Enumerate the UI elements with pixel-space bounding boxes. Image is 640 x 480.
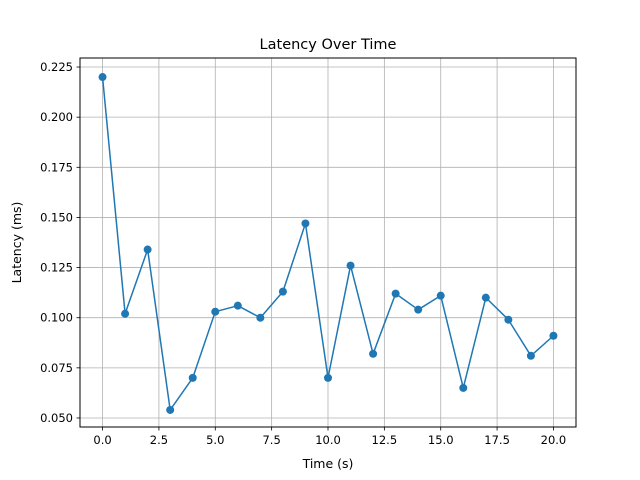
data-point xyxy=(256,313,265,322)
data-point xyxy=(526,351,535,360)
data-point xyxy=(143,245,152,254)
x-tick-label: 17.5 xyxy=(484,433,510,447)
y-tick-label: 0.175 xyxy=(40,160,73,174)
data-point xyxy=(481,293,490,302)
y-tick-label: 0.100 xyxy=(40,311,73,325)
x-tick-label: 15.0 xyxy=(428,433,454,447)
series-latency xyxy=(98,73,558,414)
data-point xyxy=(98,73,107,82)
data-point xyxy=(301,219,310,228)
x-tick-label: 2.5 xyxy=(150,433,168,447)
data-point xyxy=(324,373,332,382)
ticks: 0.0 2.5 5.0 7.5 10.0 12.5 15.0 17.5 20.0 0.050 0.0… xyxy=(40,60,566,447)
data-point xyxy=(166,405,175,414)
grid xyxy=(80,58,576,427)
plot-frame xyxy=(79,57,577,428)
chart-title: Latency Over Time xyxy=(260,37,397,53)
y-tick-label: 0.050 xyxy=(40,411,73,425)
data-point xyxy=(436,291,445,300)
data-point xyxy=(278,287,287,296)
y-tick-label: 0.200 xyxy=(40,110,73,124)
x-tick-label: 12.5 xyxy=(372,433,398,447)
x-tick-label: 10.0 xyxy=(315,433,341,447)
data-point xyxy=(369,349,378,358)
data-point xyxy=(414,305,423,314)
data-point xyxy=(346,261,355,270)
x-axis-label: Time (s) xyxy=(302,456,354,471)
data-point xyxy=(391,289,400,298)
x-tick-label: 5.0 xyxy=(206,433,224,447)
data-point xyxy=(211,307,220,316)
x-tick-label: 0.0 xyxy=(93,433,111,447)
y-tick-label: 0.125 xyxy=(40,261,73,275)
data-point xyxy=(233,301,242,310)
y-axis-label: Latency (ms) xyxy=(9,202,24,284)
data-point xyxy=(549,331,558,340)
x-tick-label: 7.5 xyxy=(262,433,280,447)
data-point xyxy=(188,373,197,382)
data-point xyxy=(504,315,513,324)
y-tick-label: 0.075 xyxy=(40,361,73,375)
x-tick-label: 20.0 xyxy=(541,433,567,447)
y-tick-label: 0.225 xyxy=(40,60,73,74)
data-point xyxy=(459,383,468,392)
data-point xyxy=(121,309,130,318)
y-tick-label: 0.150 xyxy=(40,210,73,224)
